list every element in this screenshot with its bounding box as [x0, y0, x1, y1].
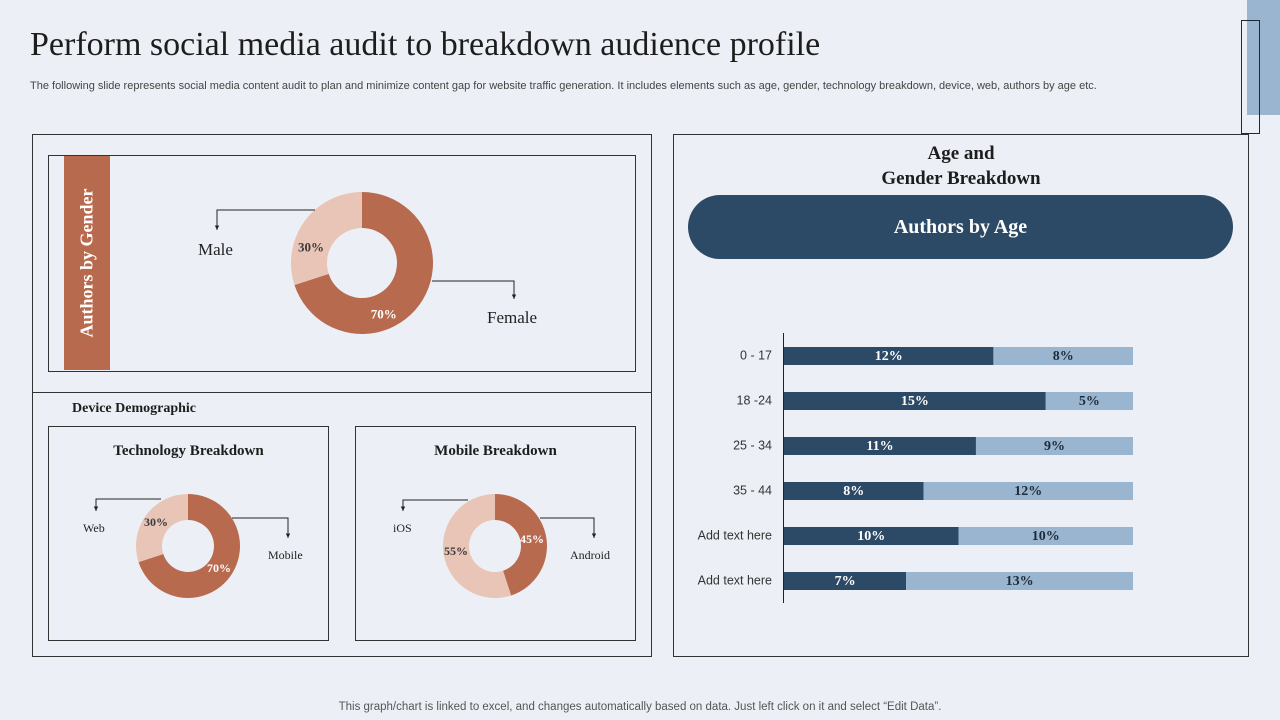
page-title: Perform social media audit to breakdown …	[30, 26, 821, 63]
age-bar-series2	[1045, 392, 1133, 410]
age-gender-heading-line2: Gender Breakdown	[881, 168, 1041, 189]
age-category-label: 18 -24	[737, 393, 772, 407]
age-bar-series1	[784, 392, 1046, 410]
age-bar-series1	[784, 572, 907, 590]
authors-by-age-bar-chart: 0 - 17 12% 8% 18 -24 15% 5% 25 - 34 11% 9% 35 - 4…	[698, 333, 1133, 603]
mobile-android-arrow-head	[591, 533, 597, 538]
age-bar-series2	[923, 482, 1133, 500]
mobile-ios-arrow-head	[400, 506, 406, 511]
technology-donut-chart: 30% 70%	[93, 494, 291, 598]
gender-slice-1	[294, 192, 433, 334]
technology-web-arrow-head	[93, 506, 99, 511]
age-category-label: Add text here	[698, 528, 772, 542]
age-bar-value-label: 5%	[1079, 394, 1100, 409]
technology-label-web: Web	[83, 521, 105, 535]
technology-box	[48, 426, 329, 641]
age-bar-series1	[784, 347, 994, 365]
age-category-label: 35 - 44	[733, 483, 772, 497]
gender-strip-label: Authors by Gender	[76, 188, 97, 338]
age-bar-value-label: 15%	[901, 394, 929, 409]
age-bar-value-label: 10%	[857, 529, 885, 544]
gender-male-arrow	[216, 209, 315, 230]
mobile-donut-value-label-0: 55%	[444, 544, 468, 558]
technology-label-mobile: Mobile	[268, 548, 303, 562]
age-bar-value-label: 10%	[1032, 529, 1060, 544]
left-panel-bottom	[32, 392, 652, 657]
age-gender-heading: Age and Gender Breakdown	[674, 141, 1248, 191]
gender-female-arrow	[432, 280, 515, 299]
footer-note: This graph/chart is linked to excel, and…	[338, 701, 942, 713]
age-category-label: 25 - 34	[733, 438, 772, 452]
tech-donut-value-label-0: 30%	[144, 515, 168, 529]
right-panel	[673, 134, 1249, 657]
age-bar-series1	[784, 527, 959, 545]
gender-strip: Authors by Gender	[64, 156, 110, 370]
mobile-donut-slice-1	[495, 494, 548, 596]
corner-decoration	[1247, 0, 1280, 115]
age-bar-value-label: 11%	[866, 439, 893, 454]
age-bar-series2	[993, 347, 1133, 365]
page-subtitle: The following slide represents social me…	[30, 80, 1097, 92]
age-bar-series2	[958, 527, 1133, 545]
technology-mobile-arrow-head	[285, 533, 291, 538]
mobile-donut-value-label-1: 45%	[520, 532, 544, 546]
gender-value-label-1: 70%	[371, 307, 397, 322]
gender-label-male: Male	[198, 240, 233, 259]
mobile-label-android: Android	[570, 548, 610, 562]
age-bar-series1	[784, 482, 924, 500]
age-bar-series1	[784, 437, 976, 455]
age-bar-series2	[975, 437, 1133, 455]
technology-title: Technology Breakdown	[113, 443, 264, 459]
gender-donut-chart: 70% 30%	[214, 191, 517, 334]
gender-box	[48, 155, 636, 372]
gender-male-arrow-head	[214, 225, 220, 230]
gender-value-label-0: 30%	[298, 239, 324, 254]
age-category-label: Add text here	[698, 573, 772, 587]
tech-donut-slice-1	[138, 494, 240, 598]
device-heading: Device Demographic	[72, 401, 197, 416]
tech-donut-value-label-1: 70%	[207, 561, 231, 575]
age-bar-value-label: 8%	[843, 484, 864, 499]
corner-outline	[1241, 20, 1260, 134]
mobile-android-arrow	[540, 517, 595, 538]
age-bar-value-label: 12%	[1014, 484, 1042, 499]
mobile-donut-slice-0	[443, 494, 512, 598]
tech-donut-slice-0	[135, 494, 188, 563]
age-gender-heading-line1: Age and	[927, 143, 995, 164]
gender-slice-0	[290, 191, 362, 285]
mobile-title: Mobile Breakdown	[434, 443, 557, 459]
age-category-label: 0 - 17	[740, 348, 772, 362]
technology-mobile-arrow	[232, 517, 289, 538]
mobile-box	[355, 426, 636, 641]
mobile-donut-chart: 55% 45%	[400, 494, 597, 598]
age-bar-value-label: 7%	[835, 574, 856, 589]
gender-female-arrow-head	[511, 294, 517, 299]
authors-by-age-pill: Authors by Age	[688, 195, 1233, 259]
age-bar-value-label: 12%	[875, 349, 903, 364]
age-bar-value-label: 8%	[1053, 349, 1074, 364]
mobile-label-ios: iOS	[393, 521, 412, 535]
age-bar-series2	[906, 572, 1133, 590]
age-bar-value-label: 13%	[1006, 574, 1034, 589]
age-bar-value-label: 9%	[1044, 439, 1065, 454]
gender-label-female: Female	[487, 308, 538, 327]
